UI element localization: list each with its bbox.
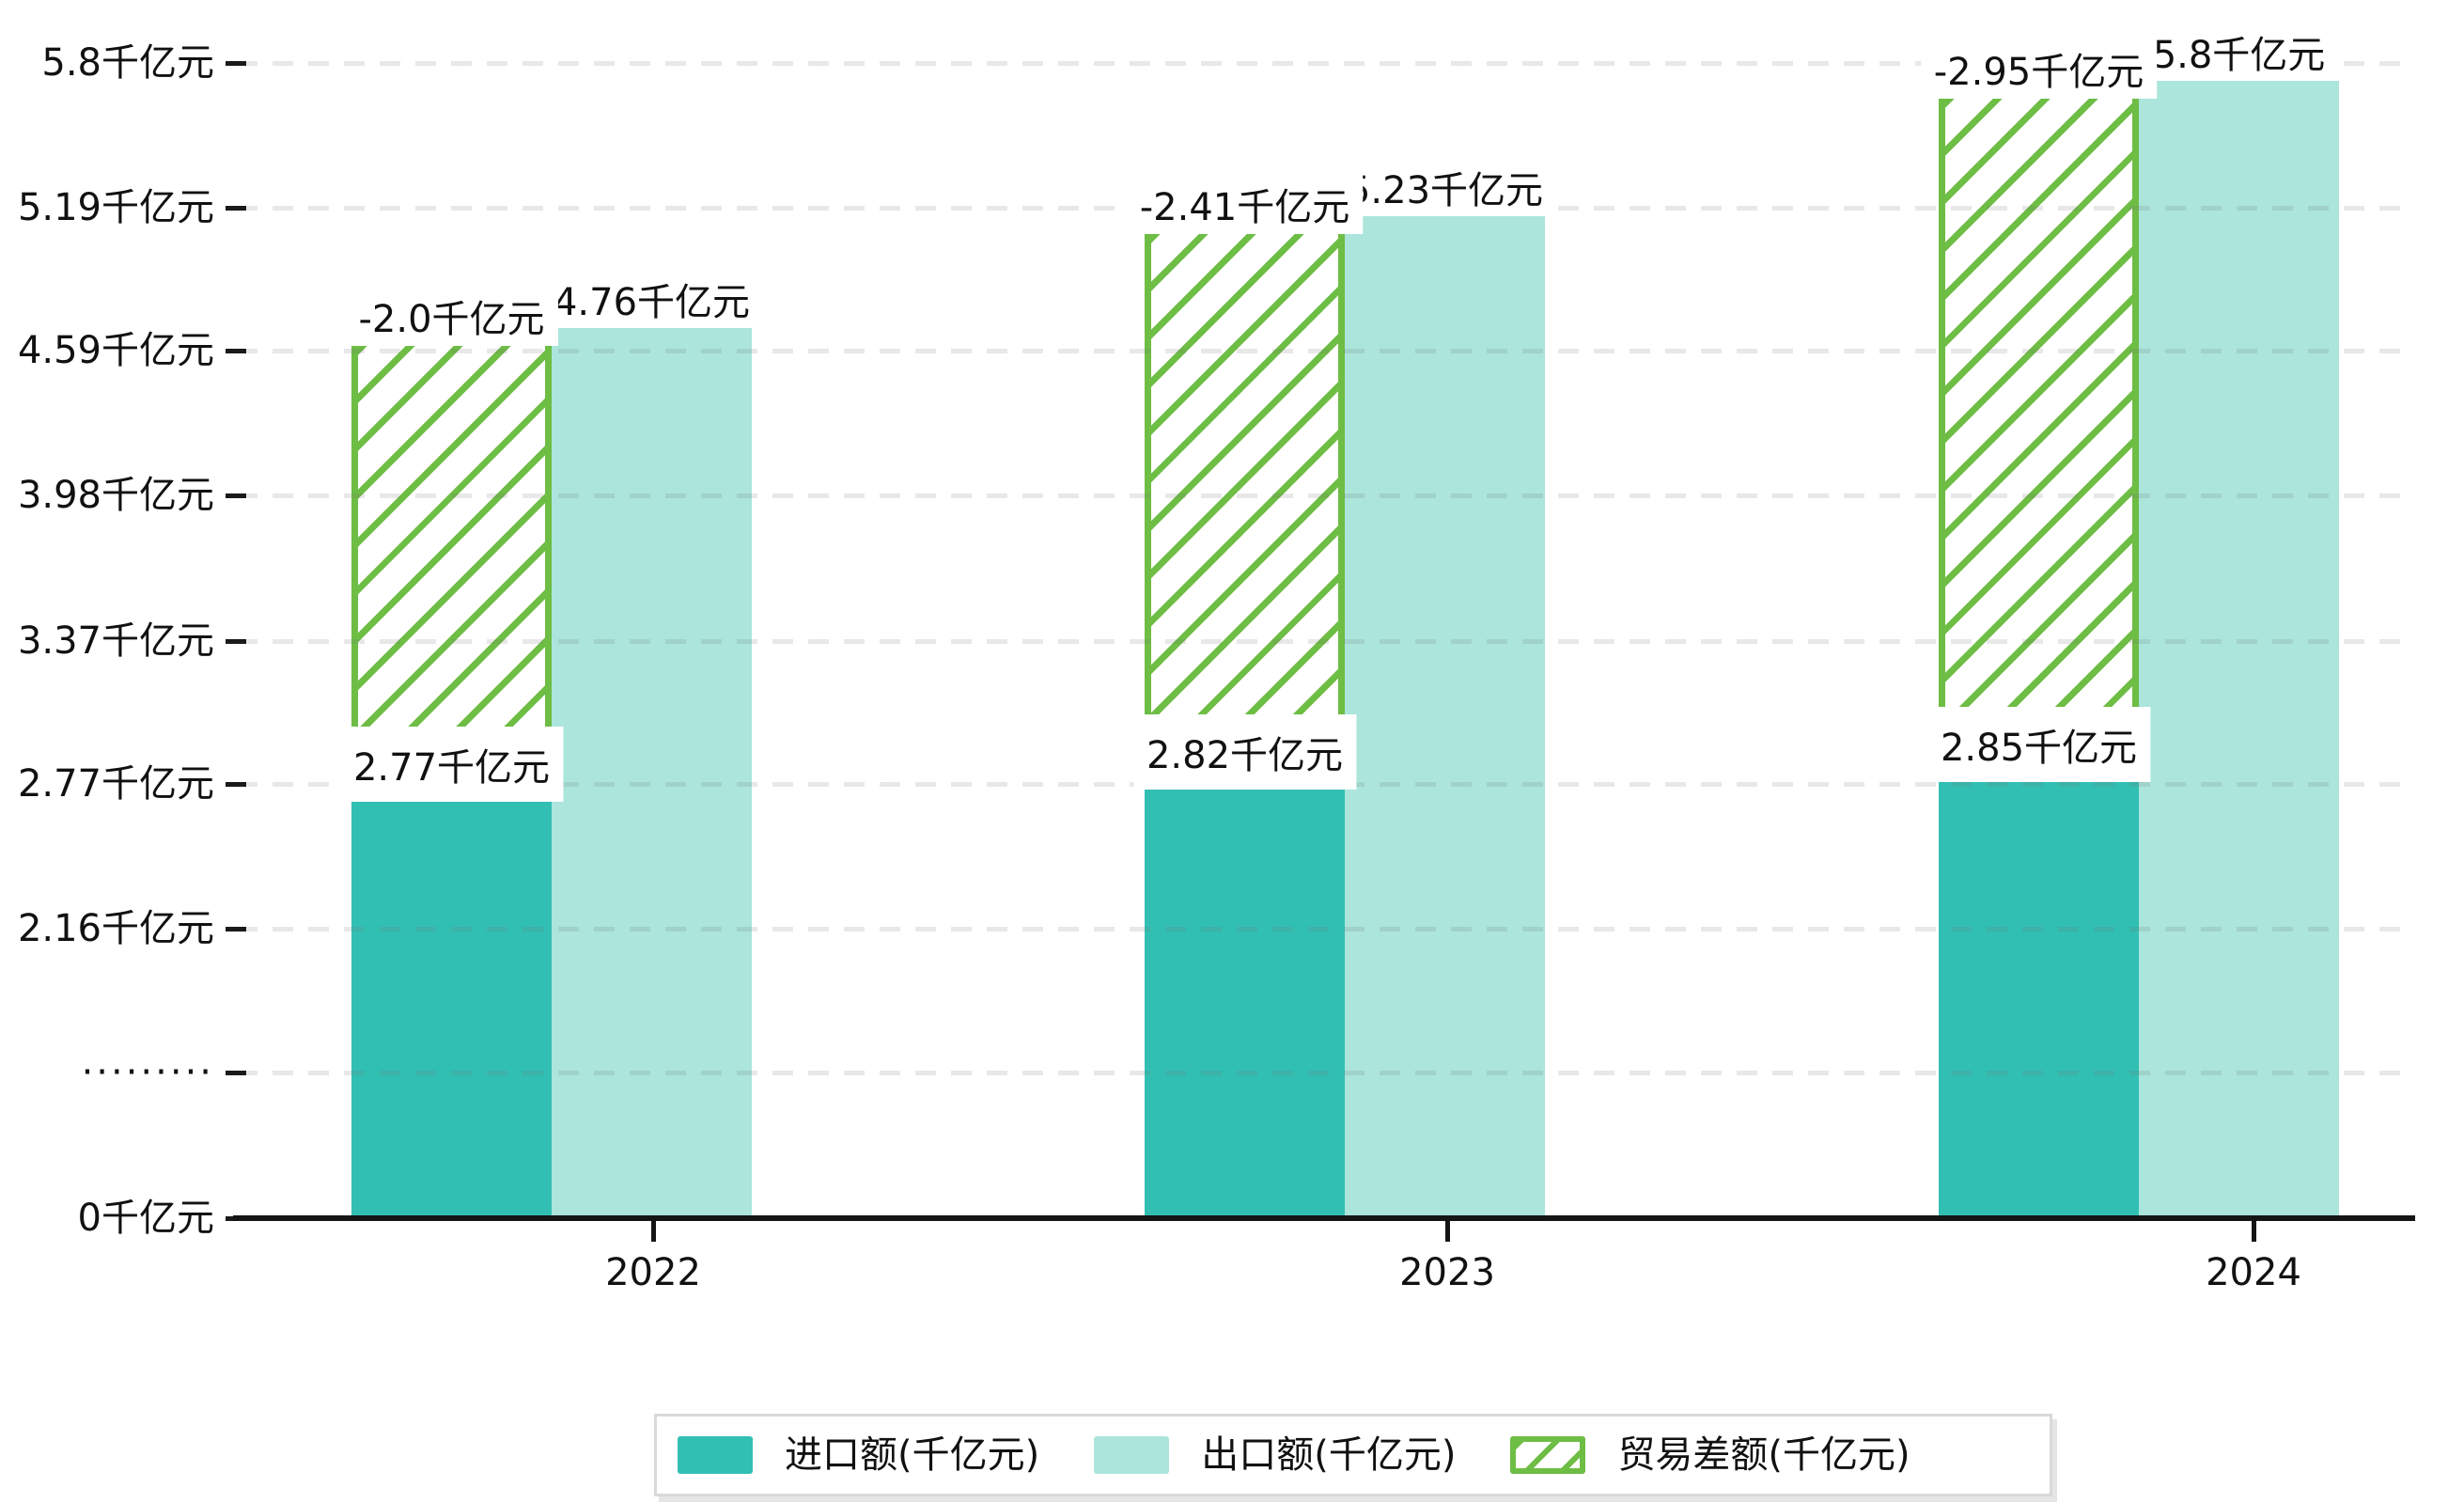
y-axis-tick-label: 5.8千亿元 [41, 41, 214, 85]
gridline [237, 926, 2415, 932]
x-axis-line [233, 1215, 2415, 1221]
y-axis-tick [226, 1071, 246, 1075]
y-axis-tick-label: 4.59千亿元 [17, 329, 214, 373]
legend-item-balance[interactable]: 贸易差额(千亿元) [1510, 1433, 1910, 1478]
y-axis-tick-label: 3.98千亿元 [17, 474, 214, 518]
bar-trade-balance-2022[interactable] [351, 346, 552, 727]
data-label-import-2024: 2.85千亿元 [1926, 707, 2151, 783]
data-label-trade-balance-2023: -2.41千亿元 [1126, 174, 1364, 235]
x-axis-tick [1445, 1221, 1450, 1242]
y-axis-tick-label: 2.16千亿元 [17, 906, 214, 950]
bar-import-2022[interactable] [351, 801, 552, 1218]
legend-label-export: 出口额(千亿元) [1201, 1433, 1457, 1477]
legend-item-export[interactable]: 出口额(千亿元) [1094, 1433, 1456, 1478]
bar-export-2023[interactable] [1345, 216, 1545, 1218]
gridline [237, 61, 2415, 66]
bar-trade-balance-2023[interactable] [1145, 234, 1345, 714]
data-label-import-2022: 2.77千亿元 [339, 726, 564, 802]
bar-import-2023[interactable] [1145, 789, 1345, 1218]
x-axis-tick-label: 2023 [1399, 1251, 1495, 1294]
y-axis-tick [226, 349, 246, 354]
legend-label-import: 进口额(千亿元) [785, 1433, 1040, 1477]
data-label-trade-balance-2022: -2.0千亿元 [345, 286, 558, 347]
gridline [237, 493, 2415, 499]
bar-trade-balance-2024[interactable] [1939, 99, 2139, 708]
gridline [237, 349, 2415, 354]
x-axis-tick [2252, 1221, 2256, 1242]
y-axis-tick-label: 3.37千亿元 [17, 618, 214, 663]
data-label-export-2023: 5.23千亿元 [1333, 158, 1557, 217]
y-axis-tick [226, 493, 246, 499]
x-axis-tick-label: 2024 [2206, 1251, 2301, 1294]
legend-item-import[interactable]: 进口额(千亿元) [678, 1433, 1039, 1478]
y-axis-tick [226, 638, 246, 644]
data-label-export-2024: 5.8千亿元 [2139, 23, 2339, 81]
bar-import-2024[interactable] [1939, 782, 2139, 1218]
data-label-export-2022: 4.76千亿元 [539, 270, 764, 329]
import-swatch [678, 1436, 753, 1474]
data-label-trade-balance-2024: -2.95千亿元 [1920, 39, 2158, 99]
legend-label-balance: 贸易差额(千亿元) [1617, 1433, 1910, 1477]
export-swatch [1094, 1436, 1170, 1474]
bar-export-2022[interactable] [552, 328, 752, 1218]
y-axis-tick [226, 206, 246, 211]
x-axis-tick [651, 1221, 656, 1242]
balance-hatch-swatch [1510, 1436, 1586, 1474]
y-axis-tick [226, 781, 246, 787]
y-axis-tick-label: 2.77千亿元 [17, 761, 214, 806]
y-axis-tick [226, 61, 246, 66]
y-axis-tick-label: 5.19千亿元 [17, 186, 214, 230]
legend: 进口额(千亿元) 出口额(千亿元) 贸易差额(千亿元) [654, 1414, 2052, 1496]
data-label-import-2023: 2.82千亿元 [1132, 713, 1357, 790]
y-axis-tick [226, 926, 246, 932]
y-axis-tick-label: ········· [81, 1051, 214, 1094]
bar-export-2024[interactable] [2139, 81, 2339, 1218]
gridline [237, 1071, 2415, 1075]
y-axis-tick-label: 0千亿元 [77, 1197, 214, 1240]
x-axis-tick-label: 2022 [605, 1251, 701, 1294]
gridline [237, 638, 2415, 644]
